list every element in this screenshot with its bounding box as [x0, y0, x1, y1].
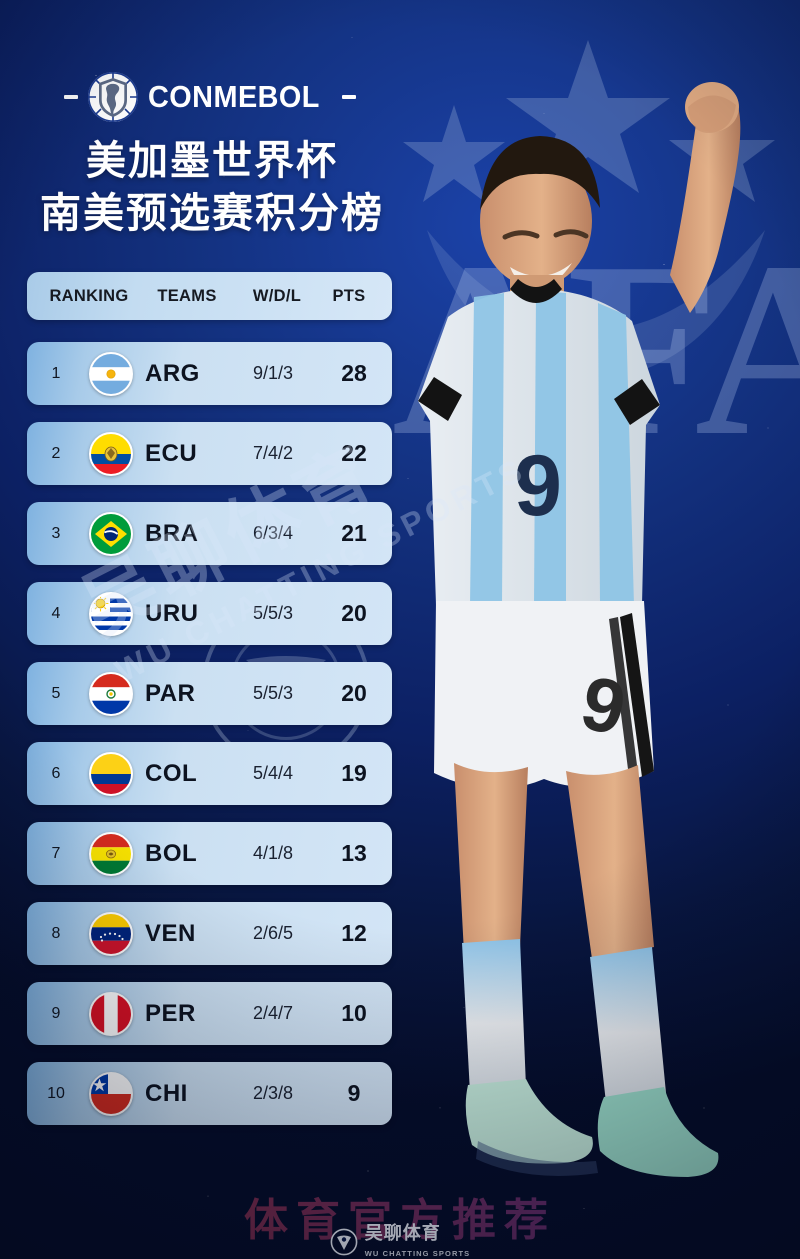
row-team: CHI — [145, 1079, 188, 1107]
conmebol-wordmark: CONMEBOL — [148, 79, 320, 114]
row-wdl: 5/5/3 — [252, 603, 294, 623]
flag-brazil-icon — [89, 511, 133, 556]
table-row[interactable]: 2 ECU 7/4/2 22 — [27, 422, 392, 485]
row-team: BOL — [145, 839, 198, 867]
player-photo: 9 9 — [370, 45, 800, 1205]
row-flag-cell — [85, 831, 137, 876]
svg-text:9: 9 — [514, 438, 562, 534]
row-flag-cell — [85, 751, 137, 796]
row-wdl: 4/1/8 — [252, 843, 294, 863]
flag-paraguay-icon — [89, 671, 133, 716]
afa-crest-letters: AFA — [392, 211, 800, 488]
row-wdl: 6/3/4 — [252, 523, 294, 543]
row-team: VEN — [145, 919, 196, 947]
row-flag-cell — [85, 1071, 137, 1116]
table-row[interactable]: 4 UR — [27, 582, 392, 645]
flag-colombia-icon — [89, 751, 133, 796]
row-wdl: 7/4/2 — [252, 443, 294, 463]
row-wdl: 2/4/7 — [252, 1003, 294, 1023]
brand-watermark: 吴聊体育 WU CHATTING SPORTS — [0, 1224, 800, 1259]
row-team: PER — [145, 999, 196, 1027]
row-rank: 3 — [51, 524, 61, 542]
row-points: 19 — [341, 760, 367, 786]
standings-table: RANKING TEAMS W/D/L PTS 1 ARG 9/1/3 28 — [27, 272, 392, 1142]
conmebol-shield-icon — [87, 71, 139, 123]
row-flag-cell — [85, 911, 137, 956]
row-flag-cell — [85, 431, 137, 476]
row-team: BRA — [145, 519, 199, 547]
table-row[interactable]: 10 CHI 2/3/8 9 — [27, 1062, 392, 1125]
table-header-row: RANKING TEAMS W/D/L PTS — [27, 272, 392, 320]
row-wdl: 2/6/5 — [252, 923, 294, 943]
flag-venezuela-icon — [89, 911, 133, 956]
flag-argentina-icon — [89, 351, 133, 396]
row-team: ARG — [145, 359, 200, 387]
column-header-ranking: RANKING — [49, 286, 129, 305]
column-header-wdl: W/D/L — [252, 286, 302, 305]
row-points: 10 — [341, 1000, 367, 1026]
table-row[interactable]: 5 PAR 5/5/3 20 — [27, 662, 392, 725]
logo-dash-left-icon — [64, 95, 79, 99]
row-flag-cell — [85, 671, 137, 716]
brand-logo-icon — [330, 1228, 358, 1256]
row-flag-cell — [85, 991, 137, 1036]
bottom-watermark-text: 体育官方推荐 — [0, 1184, 800, 1248]
row-wdl: 2/3/8 — [252, 1083, 294, 1103]
row-points: 28 — [341, 360, 367, 386]
row-points: 22 — [341, 440, 367, 466]
row-rank: 10 — [47, 1084, 65, 1102]
row-points: 21 — [341, 520, 367, 546]
row-team: URU — [145, 599, 199, 627]
row-rank: 1 — [51, 364, 61, 382]
table-row[interactable]: 1 ARG 9/1/3 28 — [27, 342, 392, 405]
row-team: PAR — [145, 679, 196, 707]
table-row[interactable]: 7 BOL 4/1/8 13 — [27, 822, 392, 885]
title-line-2: 南美预选赛积分榜 — [40, 190, 384, 236]
logo-dash-right-icon — [341, 95, 356, 99]
row-rank: 8 — [51, 924, 61, 942]
column-header-pts: PTS — [332, 286, 366, 305]
row-wdl: 9/1/3 — [252, 363, 294, 383]
table-row[interactable]: 6 COL 5/4/4 19 — [27, 742, 392, 805]
table-row[interactable]: 3 BRA 6/3/4 21 — [27, 502, 392, 565]
table-row[interactable]: 9 PER 2/4/7 10 — [27, 982, 392, 1045]
row-flag-cell — [85, 591, 137, 636]
title-line-1: 美加墨世界杯 — [86, 139, 338, 183]
flag-chile-icon — [89, 1071, 133, 1116]
row-wdl: 5/4/4 — [252, 763, 294, 783]
row-rank: 5 — [51, 684, 61, 702]
flag-bolivia-icon — [89, 831, 133, 876]
brand-watermark-cn: 吴聊体育 — [364, 1223, 441, 1243]
row-rank: 2 — [51, 444, 61, 462]
row-rank: 7 — [51, 844, 61, 862]
row-wdl: 5/5/3 — [252, 683, 294, 703]
poster-title: 美加墨世界杯 南美预选赛积分榜 — [0, 135, 424, 239]
flag-peru-icon — [89, 991, 133, 1036]
svg-text:9: 9 — [574, 660, 633, 752]
row-points: 13 — [341, 840, 367, 866]
row-points: 20 — [341, 680, 367, 706]
row-flag-cell — [85, 351, 137, 396]
row-team: COL — [145, 759, 198, 787]
brand-watermark-text: 吴聊体育 WU CHATTING SPORTS — [365, 1224, 471, 1259]
row-rank: 4 — [51, 604, 61, 622]
row-points: 9 — [347, 1080, 361, 1106]
brand-watermark-en: WU CHATTING SPORTS — [364, 1248, 471, 1258]
row-points: 20 — [341, 600, 367, 626]
table-row[interactable]: 8 VEN 2/6/5 12 — [27, 902, 392, 965]
flag-uruguay-icon — [89, 591, 133, 636]
conmebol-logo: CONMEBOL — [0, 66, 420, 128]
row-rank: 9 — [51, 1004, 61, 1022]
flag-ecuador-icon — [89, 431, 133, 476]
row-flag-cell — [85, 511, 137, 556]
row-rank: 6 — [51, 764, 61, 782]
row-points: 12 — [341, 920, 367, 946]
row-team: ECU — [145, 439, 198, 467]
afa-crest-stars-icon — [392, 30, 800, 500]
column-header-teams: TEAMS — [157, 286, 217, 305]
